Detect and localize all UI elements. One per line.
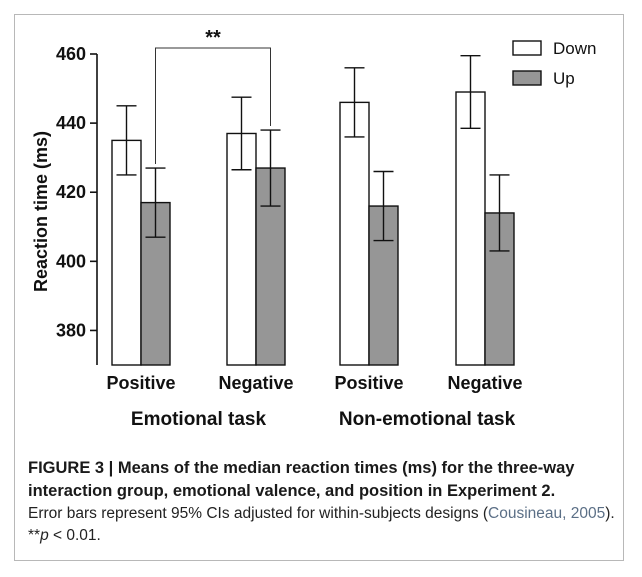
figure-caption: FIGURE 3 | Means of the median reaction … (28, 457, 618, 547)
y-tick-label: 420 (56, 182, 86, 202)
category-label: Positive (334, 373, 403, 393)
chart-axes: 380 400 420 440 460 Reaction time (ms) (31, 44, 98, 365)
caption-title: FIGURE 3 | Means of the median reaction … (28, 459, 575, 500)
legend-label-down: Down (553, 39, 596, 58)
caption-text-after: ). ** (28, 505, 615, 544)
category-label: Positive (106, 373, 175, 393)
group-label: Non-emotional task (339, 409, 516, 430)
caption-p-value: < 0.01. (48, 527, 101, 544)
category-label: Negative (447, 373, 522, 393)
caption-body: Error bars represent 95% CIs adjusted fo… (28, 503, 618, 547)
bar-down (339, 101, 370, 366)
legend-swatch-down (512, 40, 542, 56)
chart-legend: Down Up (512, 39, 596, 88)
significance-marker: ** (205, 27, 221, 49)
y-tick-label: 440 (56, 113, 86, 133)
caption-text: Error bars represent 95% CIs adjusted fo… (28, 505, 489, 522)
bar-down (455, 91, 486, 366)
y-tick-label: 380 (56, 320, 86, 340)
y-axis-title: Reaction time (ms) (31, 131, 51, 292)
legend-label-up: Up (553, 69, 575, 88)
group-label: Emotional task (131, 409, 267, 430)
chart-bars (111, 55, 515, 366)
chart-labels: Positive Negative Positive Negative Emotiona… (106, 27, 522, 430)
legend-swatch-up (512, 70, 542, 86)
bar-chart: 380 400 420 440 460 Reaction time (ms) Positi… (31, 27, 596, 430)
caption-p-symbol: p (40, 527, 49, 544)
y-tick-label: 400 (56, 251, 86, 271)
caption-citation-link[interactable]: Cousineau, 2005 (488, 505, 606, 522)
category-label: Negative (218, 373, 293, 393)
y-tick-label: 460 (56, 44, 86, 64)
significance-bracket (155, 47, 271, 165)
